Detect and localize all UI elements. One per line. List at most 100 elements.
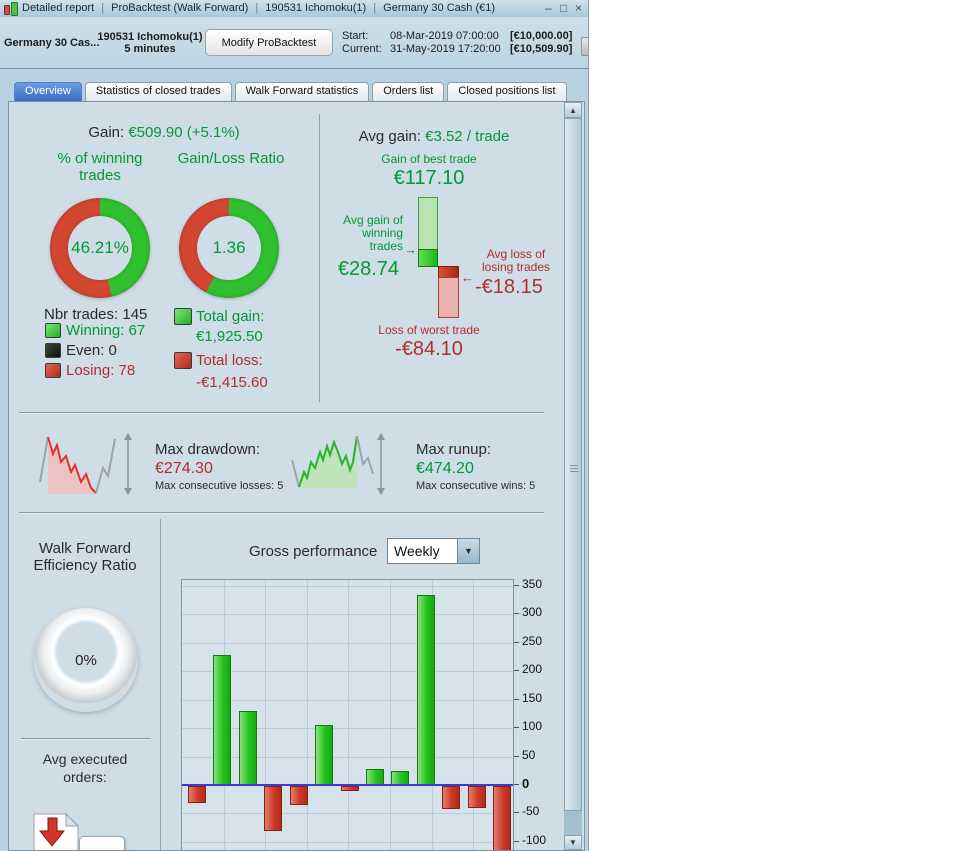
winning-donut-title: % of winning trades [57,150,143,184]
performance-bar [264,786,282,831]
gridline-horizontal [182,842,513,843]
vertical-scrollbar[interactable]: ▲ ▼ [564,102,582,850]
trading-system-name: 190531 Ichomoku(1) 5 minutes [95,17,205,68]
total-loss-label: Total loss: [196,352,263,369]
period-select-value: Weekly [394,543,440,559]
overview-panel: Gain: €509.90 (+5.1%) % of winning trade… [8,101,585,851]
performance-bar [239,711,257,785]
worst-trade-label: Loss of worst trade [378,323,480,337]
winning-donut-value: 46.21% [71,238,129,257]
clipped-toolbar-icon[interactable] [581,37,588,56]
performance-bar [391,771,409,785]
runup-chart-icon [291,433,385,495]
best-trade-label: Gain of best trade [381,152,477,166]
chevron-down-icon[interactable]: ▼ [457,539,479,563]
tab-orders-list[interactable]: Orders list [372,82,445,101]
y-axis-tick [514,756,519,757]
y-axis-label: 300 [522,605,543,619]
start-datetime: 08-Mar-2019 07:00:00 [390,30,499,42]
y-axis-tick [514,784,519,785]
wfer-title: Walk Forward Efficiency Ratio [33,540,137,574]
scrollbar-grip-icon [570,464,578,473]
performance-bar [468,786,486,808]
gridline-vertical [390,580,391,850]
close-button[interactable]: × [575,1,583,15]
nbr-trades: Nbr trades: 145 [44,306,148,323]
total-gain-label: Total gain: [196,308,265,325]
section-divider [19,412,544,414]
minimize-button[interactable]: – [545,1,552,15]
performance-bar [290,786,308,805]
max-consecutive-losses: Max consecutive losses: 5 [155,480,284,492]
title-part: Germany 30 Cash (€1) [383,2,496,14]
wfer-donut: 0% [34,608,138,712]
max-runup-label: Max runup: [416,441,492,458]
gridline-horizontal [182,757,513,758]
winning-count: Winning: 67 [66,322,146,339]
performance-bar [188,786,206,803]
section-divider [19,512,544,514]
tab-statistics-of-closed-trades[interactable]: Statistics of closed trades [84,82,232,101]
tab-overview[interactable]: Overview [14,82,82,101]
performance-bar [442,786,460,809]
scroll-up-button[interactable]: ▲ [564,102,582,118]
winning-swatch-icon [45,323,61,338]
max-runup-value: €474.20 [416,460,474,477]
gain-loss-ratio-donut: 1.36 [179,198,279,298]
losing-swatch-icon [45,363,61,378]
maximize-button[interactable]: □ [560,1,568,15]
y-axis-tick [514,670,519,671]
avg-win-bar [418,249,438,267]
gridline-vertical [348,580,349,850]
detailed-report-window: Detailed report | ProBacktest (Walk Forw… [0,0,589,851]
y-axis-label: 50 [522,748,536,762]
performance-bar [315,725,333,785]
app-icon-candlestick-green [11,2,18,16]
tab-walk-forward-statistics[interactable]: Walk Forward statistics [234,82,370,101]
start-equity: [€10,000.00] [510,30,573,42]
current-label: Current: [342,43,382,55]
period-select[interactable]: Weekly ▼ [387,538,480,564]
avg-win-value: €28.74 [337,258,399,280]
avg-loss-value: -€18.15 [475,276,543,298]
y-axis-label: 350 [522,577,543,591]
title-part: Detailed report [22,2,95,14]
scrollbar-thumb[interactable] [564,118,582,811]
y-axis-tick [514,841,519,842]
avg-gain-label: Avg gain: [358,128,421,145]
total-gain-swatch-icon [174,308,192,325]
avg-gain-line: Avg gain: €3.52 / trade [309,128,559,145]
performance-bar [493,786,511,850]
title-part: 190531 Ichomoku(1) [265,2,367,14]
tab-bar: Overview Statistics of closed trades Wal… [14,82,567,101]
order-count-box [79,836,125,850]
current-equity: [€10,509.90] [510,43,573,55]
max-drawdown-value: €274.30 [155,460,213,477]
worst-trade-value: -€84.10 [395,338,463,360]
gain-line: Gain: €509.90 (+5.1%) [9,124,319,141]
max-consecutive-wins: Max consecutive wins: 5 [416,480,536,492]
avg-loss-arrow-icon: ← [461,270,474,285]
y-axis-tick [514,613,519,614]
best-trade-bar [418,197,438,250]
gridline-horizontal [182,614,513,615]
app-icon-candlestick-red [4,5,10,15]
max-drawdown-label: Max drawdown: [155,441,261,458]
title-bar[interactable]: Detailed report | ProBacktest (Walk Forw… [0,0,588,17]
wfer-value: 0% [75,651,97,669]
gain-label: Gain: [88,124,125,141]
title-separator: | [255,2,259,14]
zero-line [182,784,513,786]
scroll-down-button[interactable]: ▼ [564,835,582,850]
section-divider-vertical [319,114,320,402]
title-separator: | [373,2,377,14]
gain-value: €509.90 (+5.1%) [128,124,240,141]
tab-closed-positions-list[interactable]: Closed positions list [447,82,567,101]
scrollbar-track[interactable] [564,811,582,835]
gridline-horizontal [182,643,513,644]
modify-probacktest-button[interactable]: Modify ProBacktest [205,29,333,56]
best-trade-value: €117.10 [393,167,465,189]
total-loss-value: -€1,415.60 [196,374,268,391]
total-gain-value: €1,925.50 [196,328,263,345]
